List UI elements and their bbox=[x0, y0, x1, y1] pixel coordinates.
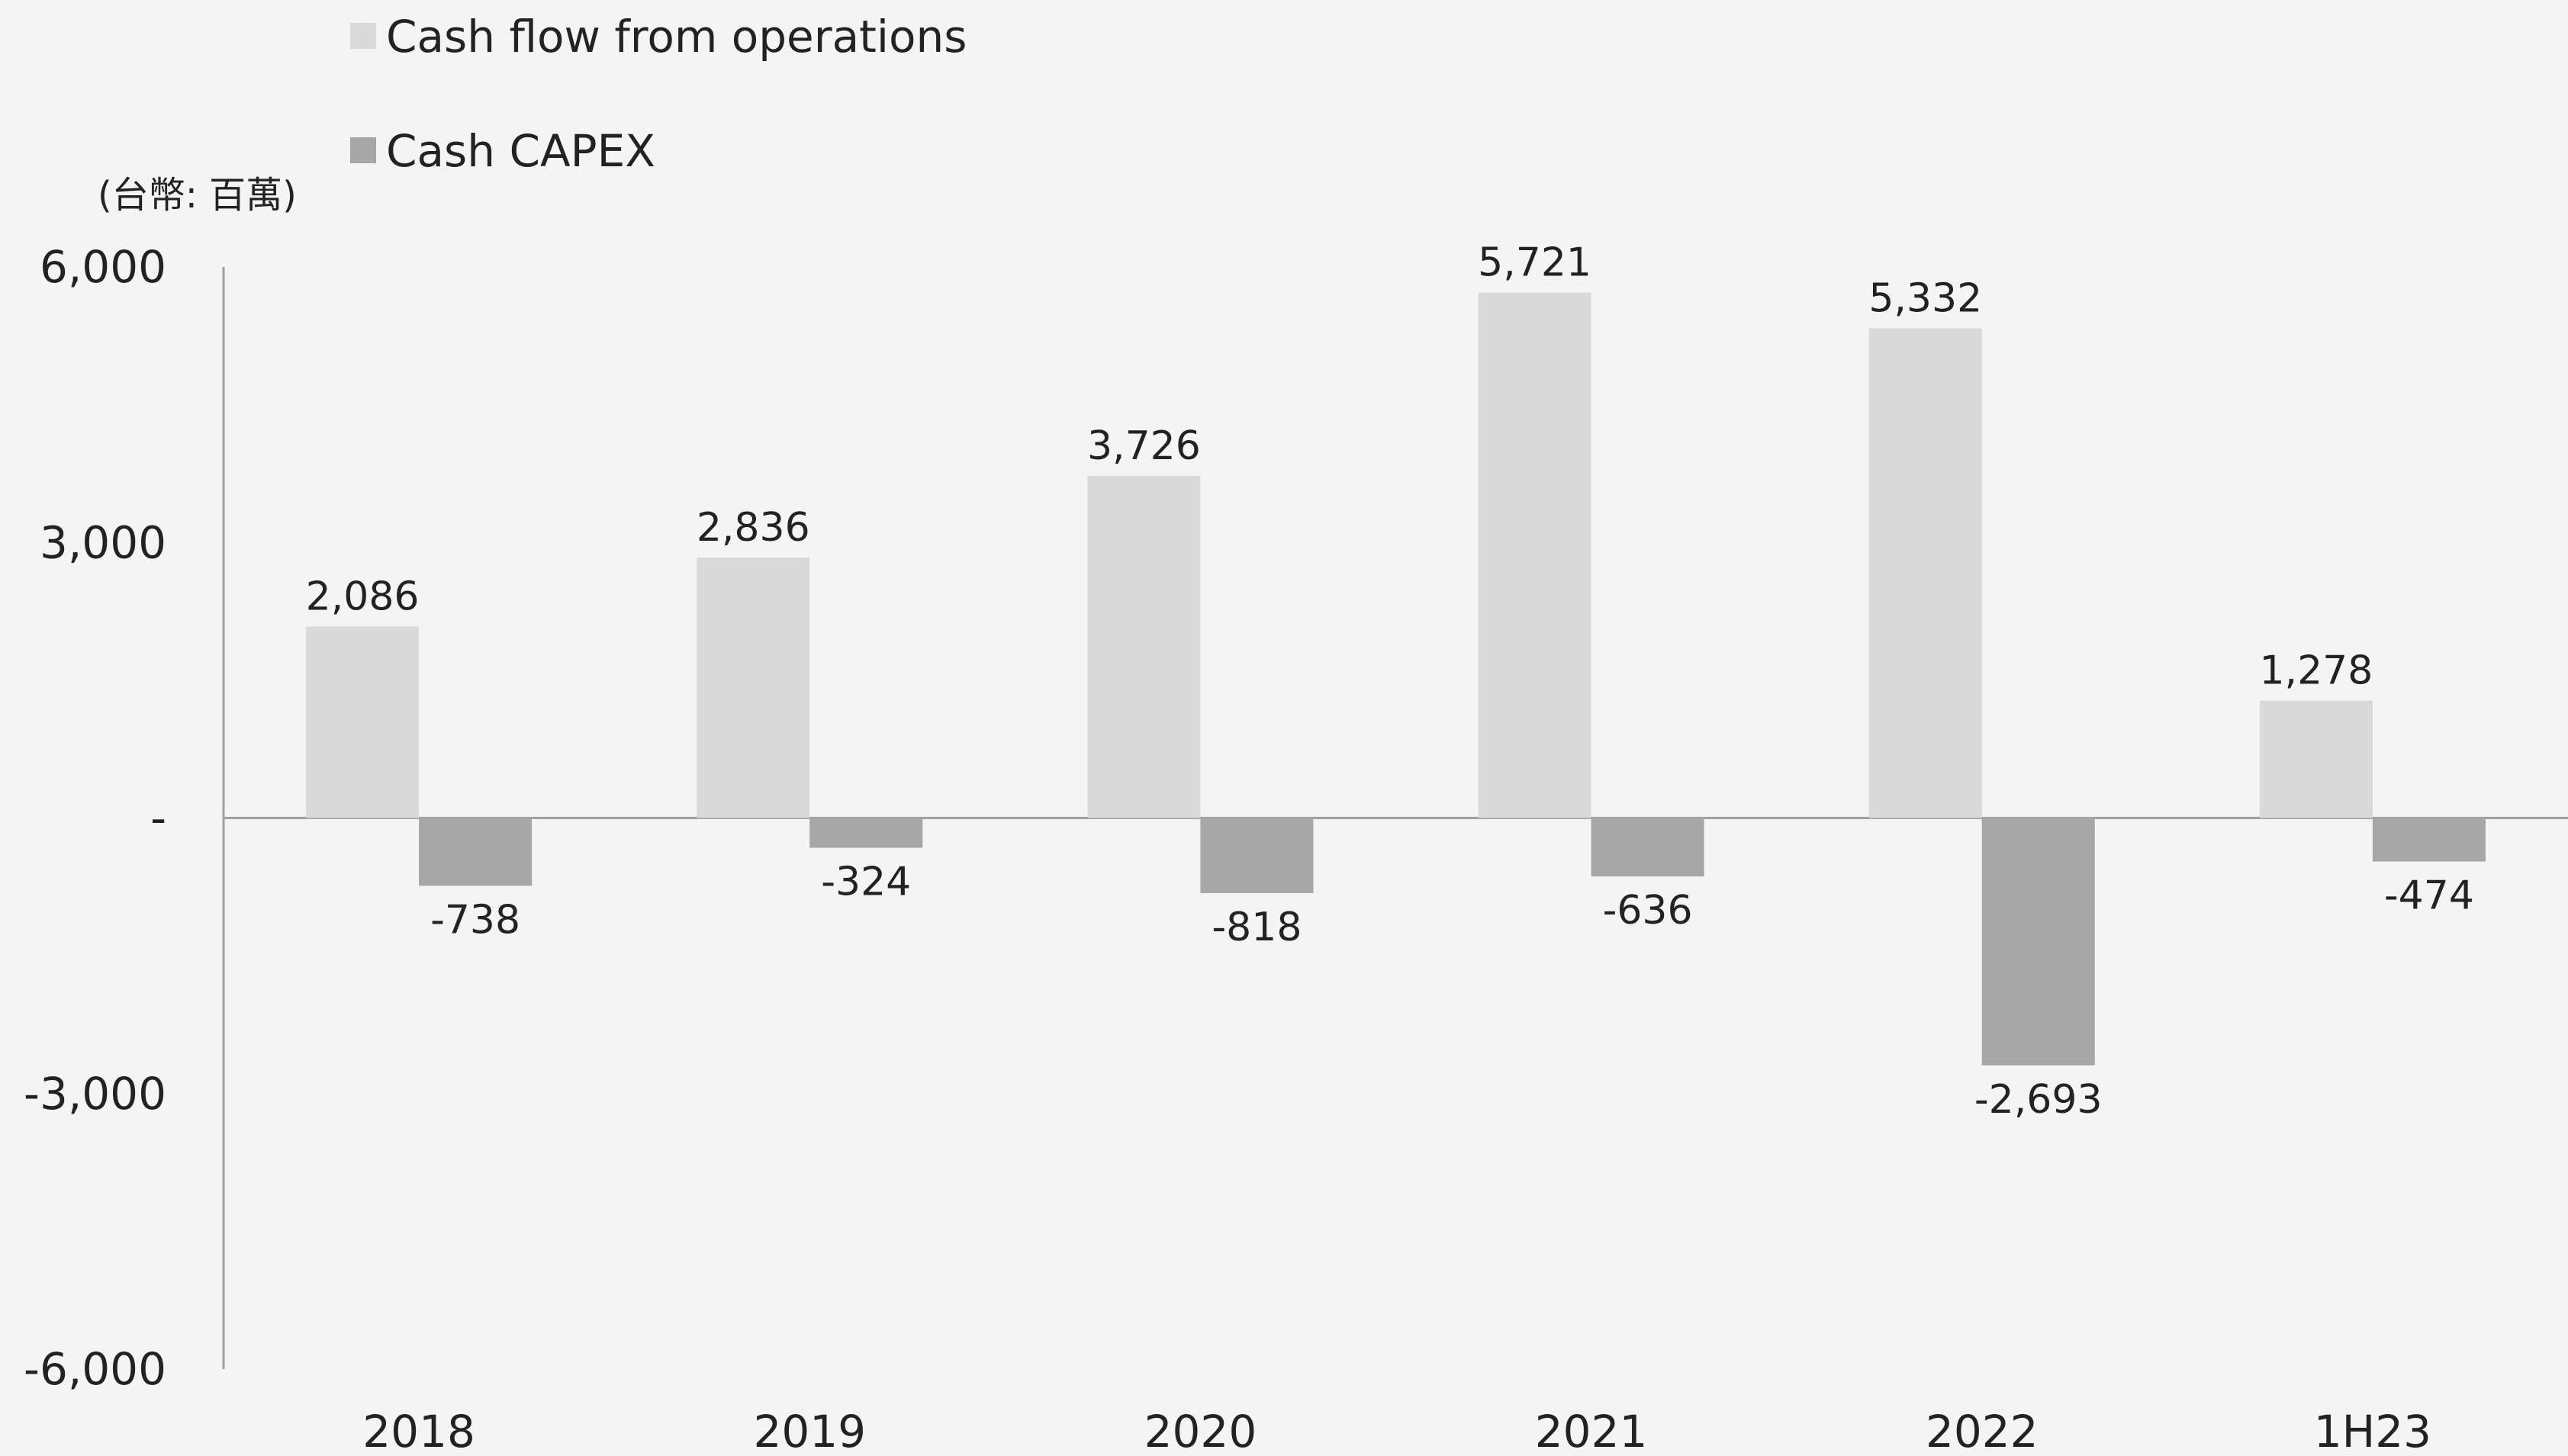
data-label: -474 bbox=[2384, 873, 2474, 919]
x-tick-label: 2020 bbox=[1144, 1406, 1257, 1456]
x-tick-label: 2019 bbox=[753, 1406, 866, 1456]
bar bbox=[419, 818, 533, 886]
data-label: -738 bbox=[430, 897, 520, 943]
bar bbox=[1868, 328, 1982, 818]
bar bbox=[1087, 475, 1201, 818]
data-label: 2,836 bbox=[697, 505, 810, 551]
data-label: 1,278 bbox=[2259, 648, 2373, 694]
x-tick-label: 2021 bbox=[1535, 1406, 1648, 1456]
bar bbox=[306, 626, 420, 818]
x-tick-label: 2022 bbox=[1926, 1406, 2039, 1456]
bar bbox=[1200, 818, 1314, 894]
bar bbox=[697, 557, 810, 818]
unit-label: (台幣: 百萬) bbox=[98, 174, 297, 217]
bar bbox=[1591, 818, 1704, 877]
legend-swatch bbox=[350, 23, 376, 49]
data-label: 3,726 bbox=[1087, 423, 1201, 469]
bar bbox=[2259, 700, 2373, 818]
legend: Cash flow from operations Cash CAPEX bbox=[350, 11, 967, 177]
legend-label: Cash flow from operations bbox=[386, 11, 967, 63]
y-tick-label: -6,000 bbox=[24, 1343, 166, 1395]
data-label: -636 bbox=[1603, 888, 1693, 934]
data-label: 5,721 bbox=[1478, 240, 1591, 286]
y-tick-label: 6,000 bbox=[40, 241, 166, 293]
x-tick-label: 1H23 bbox=[2314, 1406, 2431, 1456]
data-label: 5,332 bbox=[1868, 275, 1982, 321]
x-axis: 2018 2019 2020 2021 2022 1H23 bbox=[362, 1406, 2431, 1456]
data-label: -818 bbox=[1212, 905, 1302, 950]
bar bbox=[1478, 292, 1591, 818]
y-tick-label: 3,000 bbox=[40, 516, 166, 568]
bar bbox=[1981, 818, 2095, 1065]
legend-swatch bbox=[350, 137, 376, 163]
y-tick-label: -3,000 bbox=[24, 1068, 166, 1120]
bar bbox=[809, 818, 923, 848]
y-axis: 6,000 3,000 - -3,000 -6,000 bbox=[24, 241, 2568, 1395]
y-tick-label: - bbox=[150, 792, 166, 844]
x-tick-label: 2018 bbox=[362, 1406, 475, 1456]
data-label: 2,086 bbox=[306, 574, 420, 619]
data-label: -2,693 bbox=[1974, 1077, 2103, 1123]
data-label: -324 bbox=[821, 860, 911, 905]
bar bbox=[2372, 818, 2486, 862]
bars: 2,086 -738 2,836 -324 3,726 -818 5,721 -636 5,33… bbox=[306, 240, 2486, 1123]
legend-label: Cash CAPEX bbox=[386, 125, 655, 177]
